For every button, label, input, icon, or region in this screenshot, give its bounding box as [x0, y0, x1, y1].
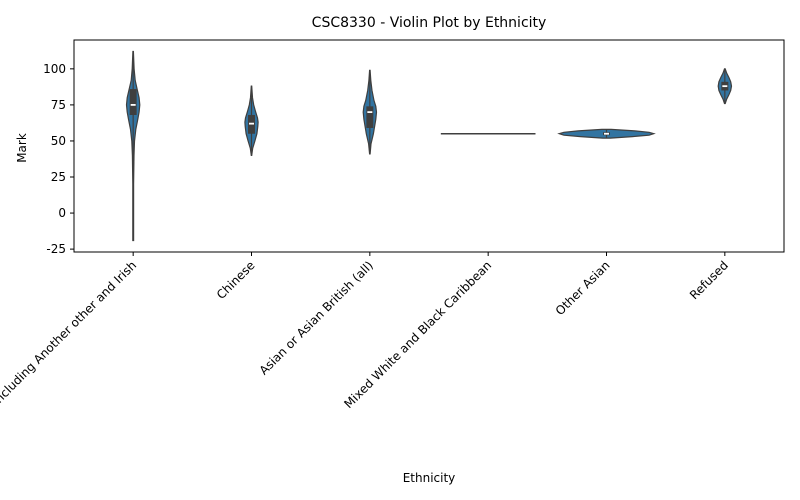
y-tick-label: 25: [51, 170, 66, 184]
y-tick-label: 0: [58, 206, 66, 220]
y-tick-label: 100: [43, 62, 66, 76]
y-tick-label: -25: [46, 242, 66, 256]
y-tick-label: 75: [51, 98, 66, 112]
plot-frame: [73, 39, 785, 253]
y-axis-label: Mark: [15, 133, 29, 163]
y-tick-label: 50: [51, 134, 66, 148]
x-tick-label: Other Asian: [553, 258, 613, 318]
violin-iqr-box: [366, 106, 374, 128]
x-axis-label: Ethnicity: [403, 471, 456, 485]
violin-iqr-box: [129, 89, 137, 115]
x-tick-label: Mixed White and Black Caribbean: [341, 258, 494, 411]
chart-title: CSC8330 - Violin Plot by Ethnicity: [312, 15, 547, 31]
x-tick-label: Asian or Asian British (all): [257, 258, 376, 377]
x-tick-label: Chinese: [214, 258, 258, 302]
x-tick-label: Refused: [687, 258, 731, 302]
x-tick-label: White including Another other and Irish: [0, 258, 139, 435]
